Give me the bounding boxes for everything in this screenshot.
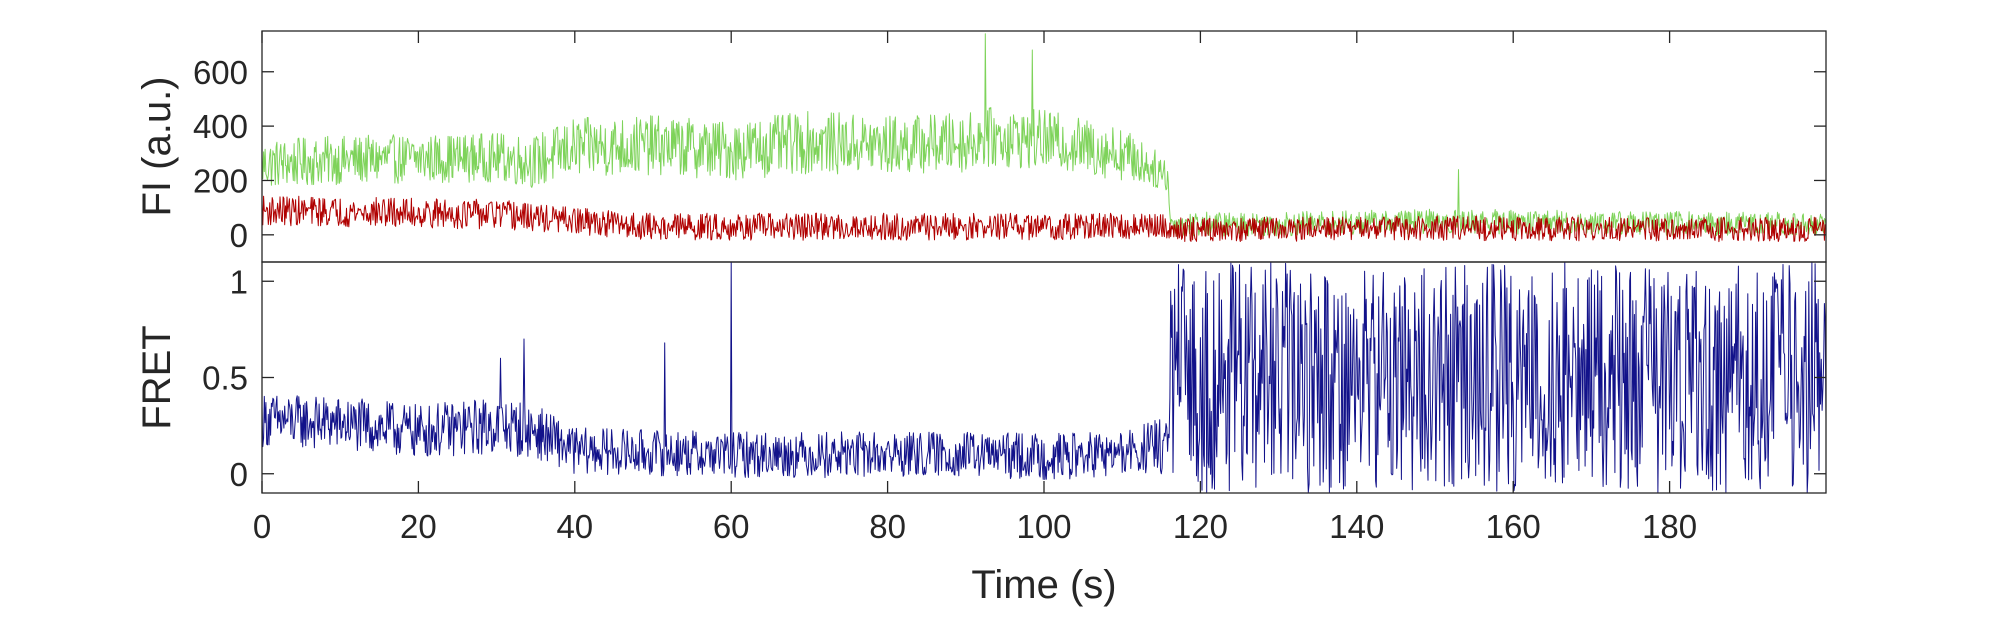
x-tick-label: 180 [1642,508,1697,545]
x-tick-label: 60 [713,508,750,545]
time-x-ticks: 0 20 40 60 80 100 120 140 160 180 [253,31,1697,545]
fluorescence-y-ticks: 0 200 400 600 [193,54,1826,254]
x-tick-label: 0 [253,508,271,545]
x-tick-label: 100 [1016,508,1071,545]
y-tick-label: 200 [193,162,248,199]
time-x-axis-label: Time (s) [971,563,1116,607]
x-tick-label: 20 [400,508,437,545]
fret-y-axis-label: FRET [135,325,179,429]
fret-y-ticks: 00.51 [202,263,1826,493]
fluorescence-panel: 0 200 400 600 FI (a.u.) [135,30,1827,263]
trace-line-0-0 [262,33,1826,237]
y-tick-label: 0 [230,217,248,254]
y-tick-label: 600 [193,54,248,91]
trace-line-1-0 [262,262,1826,493]
x-tick-label: 140 [1329,508,1384,545]
trace-line-0-1 [262,195,1826,243]
x-tick-label: 160 [1486,508,1541,545]
y-tick-label: 0.5 [202,360,248,397]
fret-panel: 00.51 0 20 40 60 80 100 120 140 160 180 FRET Time… [135,31,1827,607]
fluorescence-series-group [262,33,1826,243]
x-tick-label: 80 [869,508,906,545]
y-tick-label: 0 [230,456,248,493]
y-tick-label: 400 [193,108,248,145]
y-tick-label: 1 [230,263,248,300]
fluorescence-y-axis-label: FI (a.u.) [135,76,179,216]
x-tick-label: 40 [556,508,593,545]
x-tick-label: 120 [1173,508,1228,545]
fret-series-group [262,262,1826,493]
